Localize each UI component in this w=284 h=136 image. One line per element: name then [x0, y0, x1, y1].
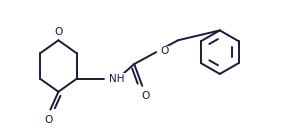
- Text: NH: NH: [109, 74, 125, 84]
- Text: O: O: [160, 46, 168, 56]
- Text: O: O: [44, 115, 53, 125]
- Text: O: O: [54, 27, 62, 37]
- Text: O: O: [141, 91, 149, 101]
